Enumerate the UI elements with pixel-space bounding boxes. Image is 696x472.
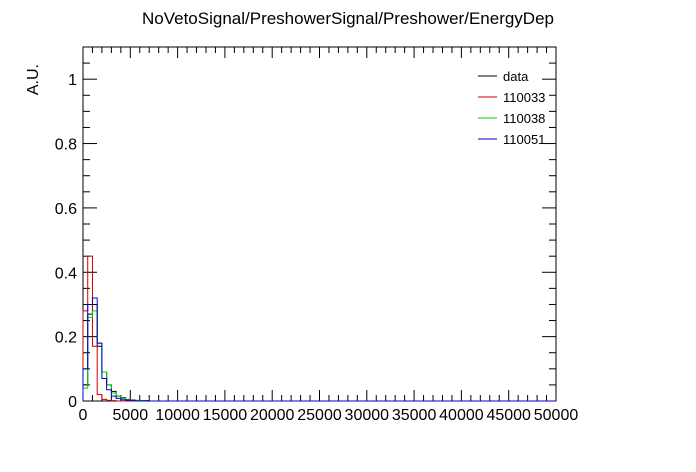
series-110033 [82, 255, 556, 402]
x-tick-label: 30000 [345, 407, 390, 424]
legend: data 110033 110038 110051 [478, 69, 545, 147]
x-tick-label: 20000 [250, 407, 295, 424]
y-tick-label: 0.4 [55, 265, 77, 282]
y-tick-label: 0.8 [55, 137, 77, 154]
y-tick-label: 0.6 [55, 201, 77, 218]
x-tick-label: 15000 [203, 407, 248, 424]
axis-ticks: 0 5000 10000 15000 20000 25000 30000 35000 40000… [55, 46, 579, 424]
x-tick-label: 0 [79, 407, 88, 424]
x-tick-label: 45000 [486, 407, 531, 424]
x-tick-label: 5000 [113, 407, 149, 424]
y-tick-label: 1 [68, 72, 77, 89]
legend-label-110038: 110038 [503, 111, 545, 126]
series-110051 [82, 297, 556, 402]
series-data [82, 303, 556, 402]
legend-label-110051: 110051 [503, 132, 545, 147]
y-tick-label: 0 [68, 394, 77, 411]
x-tick-label: 25000 [297, 407, 342, 424]
x-tick-label: 40000 [439, 407, 484, 424]
legend-label-110033: 110033 [503, 90, 545, 105]
x-tick-label: 10000 [155, 407, 200, 424]
y-tick-label: 0.2 [55, 330, 77, 347]
series-group [82, 255, 556, 402]
y-axis-label: A.U. [25, 64, 42, 95]
legend-label-data: data [503, 69, 529, 84]
chart-title: NoVetoSignal/PreshowerSignal/Preshower/E… [142, 9, 554, 28]
x-tick-label: 50000 [534, 407, 579, 424]
x-tick-label: 35000 [392, 407, 437, 424]
plot-frame [82, 46, 557, 402]
series-110038 [82, 310, 556, 402]
